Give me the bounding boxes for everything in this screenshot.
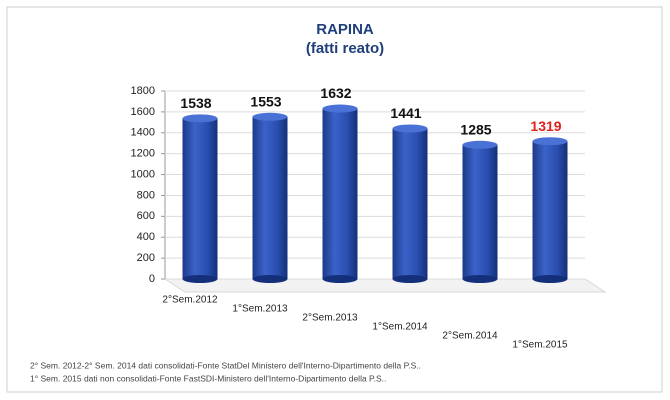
y-tick-label: 1400: [131, 127, 155, 139]
bar-top: [182, 114, 218, 123]
x-tick-label: 2°Sem.2013: [302, 313, 358, 324]
x-tick-label: 2°Sem.2012: [162, 295, 218, 306]
bar-base: [392, 275, 428, 283]
bar-top: [252, 112, 288, 121]
bar-top: [392, 124, 428, 133]
bar-base: [462, 275, 498, 283]
bar-base: [182, 275, 218, 283]
x-tick-label: 1°Sem.2015: [512, 340, 568, 351]
bar: [462, 144, 498, 279]
x-tick-label: 1°Sem.2014: [372, 322, 428, 333]
value-label: 1285: [460, 121, 491, 137]
value-label: 1319: [530, 118, 561, 134]
bar-base: [532, 275, 568, 283]
footnote: 2° Sem. 2012-2° Sem. 2014 dati consolida…: [30, 360, 421, 370]
bar: [392, 128, 428, 279]
y-tick-label: 1800: [131, 85, 155, 97]
y-tick-label: 800: [137, 189, 155, 201]
y-tick-label: 1200: [131, 148, 155, 160]
y-tick-label: 200: [137, 252, 155, 264]
bar-top: [322, 104, 358, 113]
bar: [322, 108, 358, 280]
chart-subtitle: (fatti reato): [306, 40, 384, 57]
value-label: 1632: [320, 85, 351, 101]
y-tick-label: 1600: [131, 106, 155, 118]
bar-top: [532, 137, 568, 146]
value-label: 1553: [250, 94, 281, 110]
bar: [532, 141, 568, 279]
bar-top: [462, 140, 498, 149]
x-tick-label: 2°Sem.2014: [442, 331, 498, 342]
bar-base: [322, 275, 358, 283]
footnote: 1° Sem. 2015 dati non consolidati-Fonte …: [30, 373, 386, 383]
y-tick-label: 600: [137, 210, 155, 222]
y-tick-label: 400: [137, 231, 155, 243]
bar-base: [252, 275, 288, 283]
chart-title: RAPINA: [316, 21, 374, 38]
value-label: 1538: [180, 95, 211, 111]
bar: [182, 118, 218, 279]
x-tick-label: 1°Sem.2013: [232, 304, 288, 315]
y-tick-label: 1000: [131, 168, 155, 180]
value-label: 1441: [390, 105, 421, 121]
bar: [252, 116, 288, 279]
y-tick-label: 0: [149, 273, 155, 285]
